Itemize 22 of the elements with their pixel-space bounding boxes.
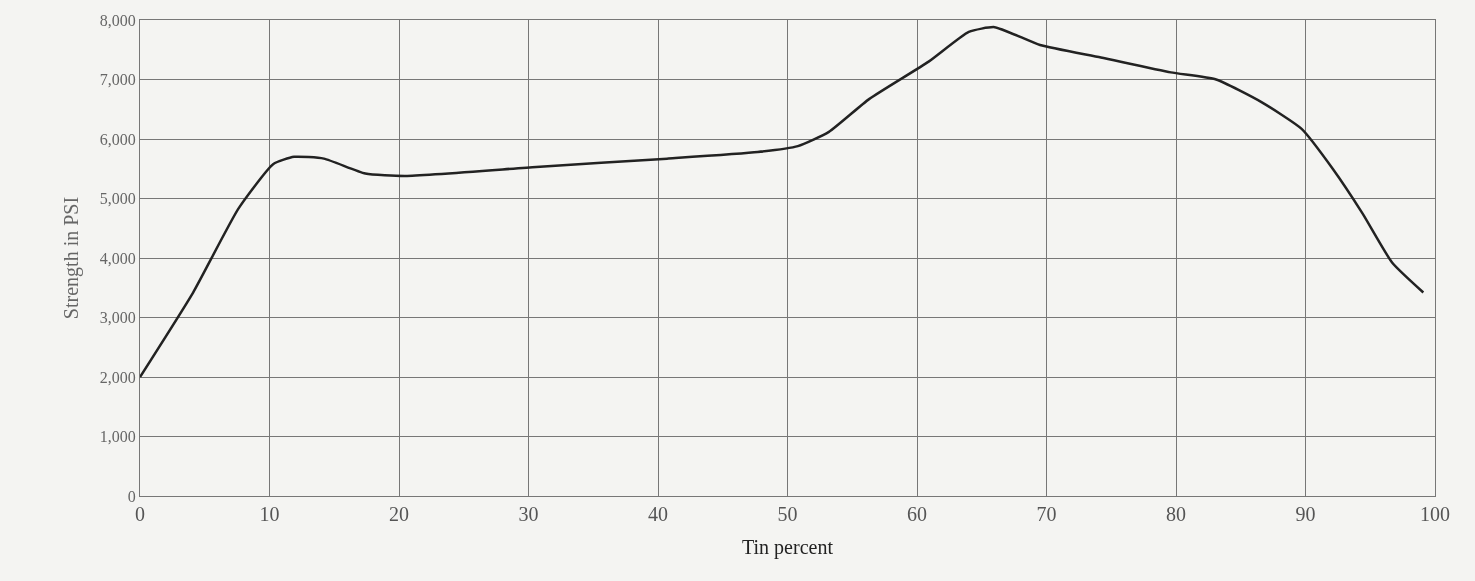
x-tick-label: 20 [389, 503, 409, 525]
line-series [140, 25, 1425, 379]
y-tick-label: 4,000 [99, 249, 136, 267]
y-tick-label: 5,000 [99, 190, 136, 208]
y-tick-label: 3,000 [99, 309, 136, 327]
y-tick-label: 0 [127, 487, 136, 505]
x-tick-label: 30 [518, 503, 539, 525]
x-tick-label: 10 [259, 503, 280, 525]
y-tick-label: 2,000 [99, 368, 136, 386]
y-tick-label: 8,000 [99, 11, 136, 29]
y-tick-label: 6,000 [99, 130, 136, 148]
x-tick-label: 60 [907, 503, 927, 525]
x-tick-label: 100 [1420, 503, 1450, 525]
y-tick-label: 1,000 [99, 428, 136, 446]
x-axis-title: Tin percent [742, 535, 834, 559]
y-axis-title: Strength in PSI [60, 196, 84, 320]
x-tick-label: 40 [648, 503, 668, 525]
x-tick-label: 90 [1295, 503, 1316, 525]
x-tick-label: 80 [1166, 503, 1186, 525]
y-tick-label: 7,000 [99, 71, 136, 89]
x-tick-label: 70 [1036, 503, 1057, 525]
x-tick-label: 50 [777, 503, 798, 525]
